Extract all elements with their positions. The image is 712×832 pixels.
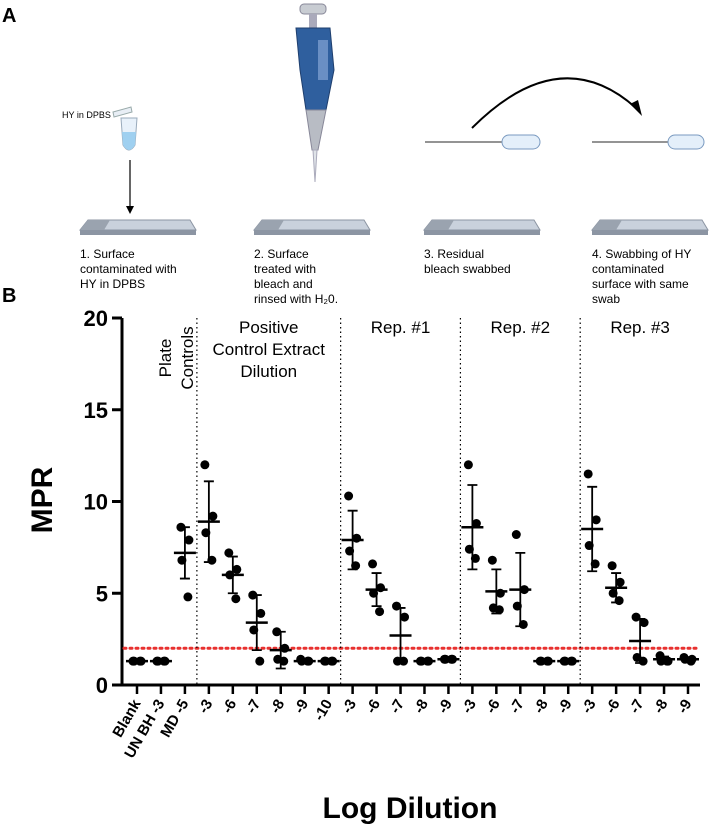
step-text: 2. Surface — [254, 247, 309, 261]
x-tick-label: -3 — [195, 697, 216, 717]
step-text: bleach swabbed — [424, 262, 511, 276]
x-tick-label: -9 — [674, 697, 695, 717]
data-point — [375, 607, 385, 617]
x-tick-label: -9 — [554, 697, 575, 717]
x-tick-label: -7 — [626, 697, 647, 717]
step-text: surface with same — [592, 277, 689, 291]
data-point — [639, 618, 649, 628]
group-label: Rep. #2 — [491, 318, 551, 337]
group-label: Control Extract — [213, 340, 326, 359]
data-point — [256, 608, 266, 618]
panel-label: A — [2, 5, 16, 27]
y-tick-label: 20 — [84, 306, 108, 331]
y-tick-label: 5 — [96, 581, 108, 606]
group-label: Rep. #3 — [610, 318, 670, 337]
x-tick-label: -6 — [363, 697, 384, 717]
data-point — [183, 592, 193, 602]
data-point — [463, 460, 473, 470]
x-tick-label: -3 — [578, 697, 599, 717]
panel-label: B — [2, 285, 16, 307]
data-point — [224, 548, 234, 558]
step-text: HY in DPBS — [80, 277, 145, 291]
x-tick-label: -7 — [243, 697, 264, 717]
tube-label: HY in DPBS — [62, 110, 111, 120]
arrowhead — [630, 100, 642, 116]
data-point — [255, 656, 265, 666]
x-tick-label: -8 — [530, 697, 551, 717]
data-point — [208, 511, 218, 521]
x-tick-label: -8 — [411, 697, 432, 717]
data-point — [615, 577, 625, 587]
step-text: rinsed with H₂0. — [254, 292, 338, 306]
pipette — [295, 3, 335, 183]
arrowhead — [126, 206, 134, 214]
step-text: 4. Swabbing of HY — [592, 247, 691, 261]
data-point — [232, 564, 242, 574]
x-tick-label: -9 — [435, 697, 456, 717]
x-tick-label: -7 — [506, 697, 527, 717]
group-label: Rep. #1 — [371, 318, 431, 337]
x-tick-label: -7 — [387, 697, 408, 717]
tube — [112, 106, 138, 151]
data-point — [231, 594, 241, 604]
group-label: Positive — [239, 318, 299, 337]
x-tick-label: -6 — [219, 697, 240, 717]
data-point — [200, 460, 210, 470]
x-tick-label: -3 — [458, 697, 479, 717]
x-tick-label: -10 — [311, 697, 337, 724]
x-tick-label: -8 — [650, 697, 671, 717]
swabs — [425, 134, 705, 150]
data-point — [487, 555, 497, 565]
data-point — [511, 530, 521, 540]
step-text: contaminated — [592, 262, 664, 276]
step-text: bleach and — [254, 277, 313, 291]
step-text: contaminated with — [80, 262, 177, 276]
y-tick-label: 15 — [84, 398, 108, 423]
data-point — [591, 515, 601, 525]
x-tick-label: -6 — [602, 697, 623, 717]
data-point — [400, 612, 410, 622]
transfer-arrow — [471, 77, 637, 129]
step-text: treated with — [254, 262, 316, 276]
data-point — [344, 491, 354, 501]
group-label: Plate — [156, 339, 175, 378]
slides — [78, 219, 709, 235]
group-label: Controls — [178, 326, 197, 389]
data-point — [471, 519, 481, 529]
data-point — [607, 561, 617, 571]
x-tick-label: -3 — [339, 697, 360, 717]
x-tick-label: -9 — [291, 697, 312, 717]
x-tick-label: -8 — [267, 697, 288, 717]
data-point — [368, 559, 378, 569]
x-axis-label: Log Dilution — [323, 792, 498, 825]
y-tick-label: 0 — [96, 673, 108, 698]
step-text: 1. Surface — [80, 247, 135, 261]
group-label: Dilution — [240, 362, 297, 381]
y-axis-label: MPR — [26, 466, 59, 533]
x-tick-label: -6 — [482, 697, 503, 717]
data-point — [184, 535, 194, 545]
step-text: swab — [592, 292, 620, 306]
step-text: 3. Residual — [424, 247, 484, 261]
data-point — [583, 469, 593, 479]
y-tick-label: 10 — [84, 490, 108, 515]
